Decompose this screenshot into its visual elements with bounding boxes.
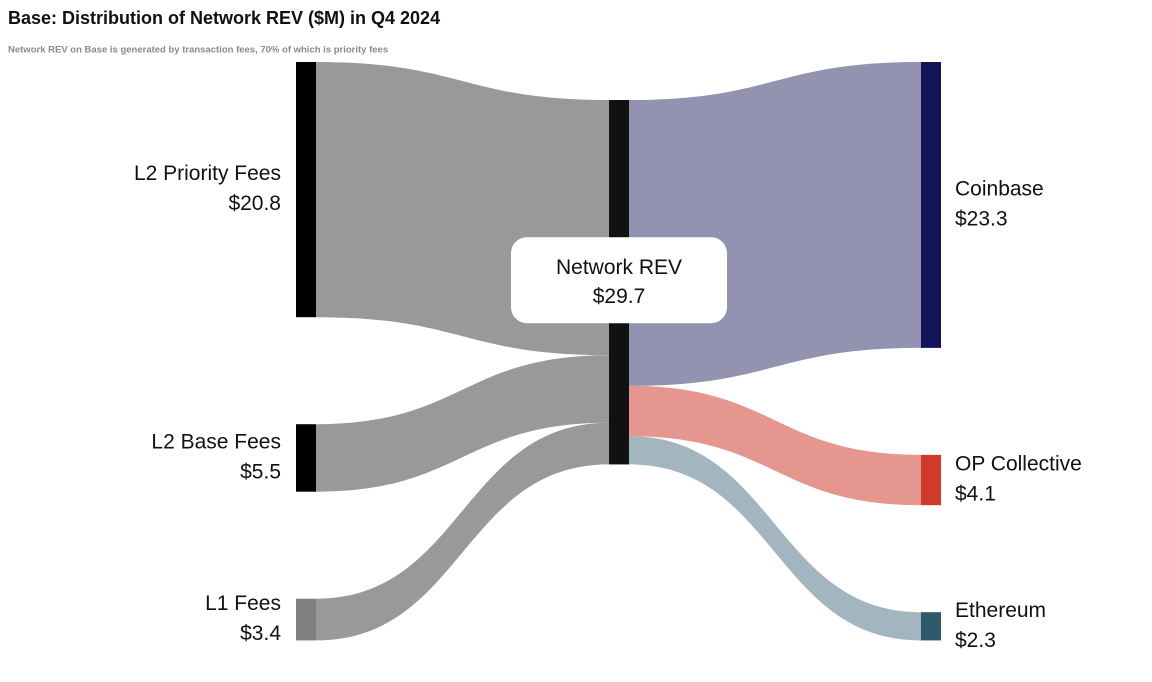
node-name: OP Collective bbox=[955, 453, 1082, 476]
node-bar bbox=[921, 612, 941, 641]
node-bar bbox=[921, 62, 941, 348]
node-value: $4.1 bbox=[955, 483, 996, 506]
node-value: $2.3 bbox=[955, 629, 996, 652]
node-name: L1 Fees bbox=[205, 592, 281, 615]
flow bbox=[629, 62, 921, 386]
flow bbox=[629, 436, 921, 641]
node-value: $23.3 bbox=[955, 207, 1008, 230]
node-name: Ethereum bbox=[955, 599, 1046, 622]
node-value: $3.4 bbox=[240, 622, 281, 645]
node-value: $20.8 bbox=[228, 192, 281, 215]
node-bar bbox=[296, 62, 316, 318]
flow bbox=[316, 422, 609, 641]
flow bbox=[316, 355, 609, 492]
chart-subtitle: Network REV on Base is generated by tran… bbox=[8, 45, 388, 56]
node-name: Coinbase bbox=[955, 177, 1044, 200]
links bbox=[316, 62, 921, 641]
node-name: L2 Priority Fees bbox=[134, 162, 281, 185]
node-value: $5.5 bbox=[240, 461, 281, 484]
node-name: L2 Base Fees bbox=[151, 431, 281, 454]
node-bar bbox=[296, 598, 316, 641]
chart-title: Base: Distribution of Network REV ($M) i… bbox=[8, 8, 440, 28]
node-bar bbox=[296, 424, 316, 492]
labels: L2 Priority Fees $20.8 L2 Base Fees $5.5 L1 … bbox=[134, 162, 1082, 652]
node-name: Network REV bbox=[556, 256, 682, 279]
node-value: $29.7 bbox=[593, 285, 646, 308]
label-box bbox=[511, 237, 727, 324]
node-bar bbox=[921, 454, 941, 506]
flow bbox=[629, 385, 921, 506]
